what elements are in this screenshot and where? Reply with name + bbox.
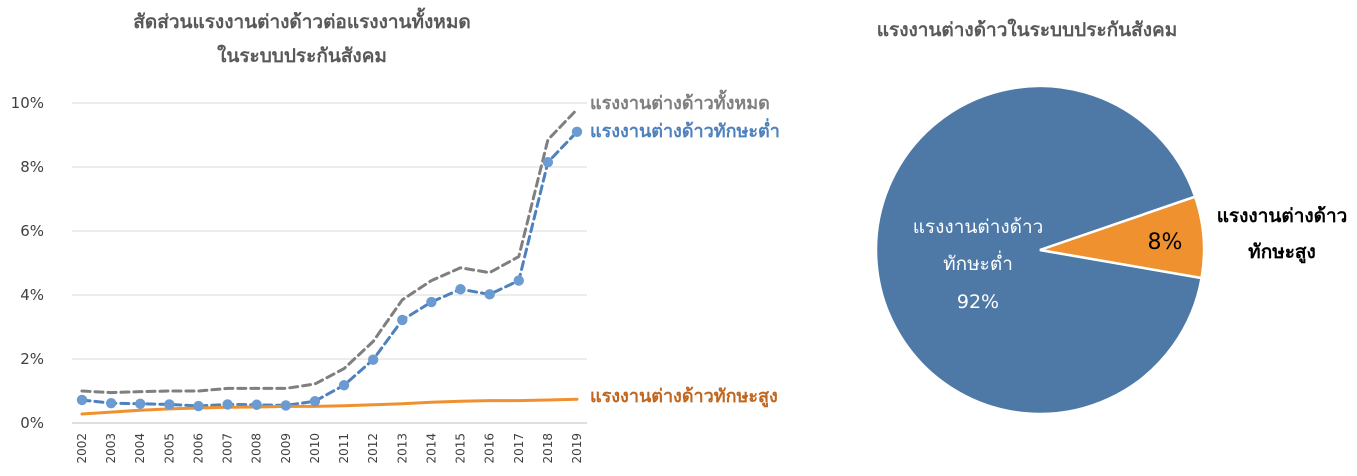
data-point-low-skill xyxy=(193,400,204,412)
data-point-low-skill xyxy=(571,126,583,137)
x-tick-label: 2014 xyxy=(424,433,438,464)
data-point-low-skill xyxy=(76,394,88,406)
y-tick-label: 6% xyxy=(20,222,44,240)
y-tick-label: 8% xyxy=(20,158,44,176)
pie-label-high-skill-line-2: ทักษะสูง xyxy=(1248,241,1316,264)
pie-chart-title: แรงงานต่างด้าวในระบบประกันสังคม xyxy=(877,18,1178,41)
x-tick-label: 2005 xyxy=(162,433,176,464)
data-point-low-skill xyxy=(484,289,495,300)
data-point-low-skill xyxy=(164,399,175,410)
pie-label-low-skill-line-2: ทักษะต่ำ xyxy=(943,250,1013,275)
x-tick-label: 2013 xyxy=(395,433,409,464)
y-tick-labels: 0% 2% 4% 6% 8% 10% xyxy=(11,94,44,432)
y-tick-label: 10% xyxy=(11,94,44,112)
pie-slice-high-skill xyxy=(1039,195,1206,280)
x-tick-label: 2019 xyxy=(570,433,584,464)
data-point-low-skill xyxy=(309,396,321,407)
pie-slice-low-skill xyxy=(874,84,1204,416)
series-label-total: แรงงานต่างด้าวทั้งหมด xyxy=(590,89,770,114)
data-point-low-skill xyxy=(367,354,379,365)
x-tick-label: 2016 xyxy=(483,433,497,464)
x-tick-label: 2015 xyxy=(454,433,468,464)
pie-chart: แรงงานต่างด้าวในระบบประกันสังคม แรงงานต่… xyxy=(874,18,1348,416)
data-point-low-skill xyxy=(280,400,292,411)
line-chart-title-line-1: สัดส่วนแรงงานต่างด้าวต่อแรงงานทั้งหมด xyxy=(133,7,470,33)
data-point-low-skill xyxy=(105,397,117,409)
series-line-high-skill xyxy=(80,397,579,416)
data-point-low-skill xyxy=(455,284,466,295)
series-lines xyxy=(80,107,579,416)
y-tick-label: 4% xyxy=(20,286,44,304)
x-tick-label: 2012 xyxy=(366,433,380,464)
data-point-low-skill xyxy=(426,296,437,308)
x-tick-label: 2010 xyxy=(308,433,322,464)
series-label-high-skill: แรงงานต่างด้าวทักษะสูง xyxy=(590,386,778,408)
pie-value-low-skill: 92% xyxy=(957,291,999,313)
pie-value-high-skill: 8% xyxy=(1148,230,1183,255)
x-tick-label: 2018 xyxy=(541,433,555,464)
x-tick-label: 2002 xyxy=(75,433,89,464)
line-chart-title-line-2: ในระบบประกันสังคม xyxy=(217,44,387,67)
series-markers xyxy=(76,126,583,412)
line-chart: สัดส่วนแรงงานต่างด้าวต่อแรงงานทั้งหมด ใน… xyxy=(11,7,780,464)
data-point-low-skill xyxy=(251,399,262,410)
data-point-low-skill xyxy=(222,399,233,410)
x-tick-label: 2017 xyxy=(512,433,526,464)
series-line-total xyxy=(80,107,579,395)
y-gridlines xyxy=(72,102,587,424)
x-tick-label: 2006 xyxy=(191,433,205,464)
pie-label-low-skill-line-1: แรงงานต่างด้าว xyxy=(913,216,1044,238)
x-tick-label: 2008 xyxy=(250,433,264,464)
x-tick-label: 2011 xyxy=(337,433,351,464)
data-point-low-skill xyxy=(135,398,146,409)
y-tick-label: 2% xyxy=(20,350,44,368)
x-tick-label: 2003 xyxy=(104,433,118,464)
y-tick-label: 0% xyxy=(20,414,44,432)
pie-label-high-skill-line-1: แรงงานต่างด้าว xyxy=(1217,205,1348,227)
x-tick-label: 2004 xyxy=(133,433,147,464)
data-point-low-skill xyxy=(338,380,350,391)
x-tick-label: 2007 xyxy=(221,433,235,464)
x-tick-label: 2009 xyxy=(279,433,293,464)
data-point-low-skill xyxy=(513,275,524,286)
data-point-low-skill xyxy=(397,314,408,326)
x-tick-labels: 2002 2003 2004 2005 2006 2007 2008 2009 2010 2011… xyxy=(75,433,584,464)
data-point-low-skill xyxy=(542,157,554,168)
series-line-low-skill xyxy=(80,130,579,408)
series-label-low-skill: แรงงานต่างด้าวทักษะต่ำ xyxy=(590,118,780,142)
